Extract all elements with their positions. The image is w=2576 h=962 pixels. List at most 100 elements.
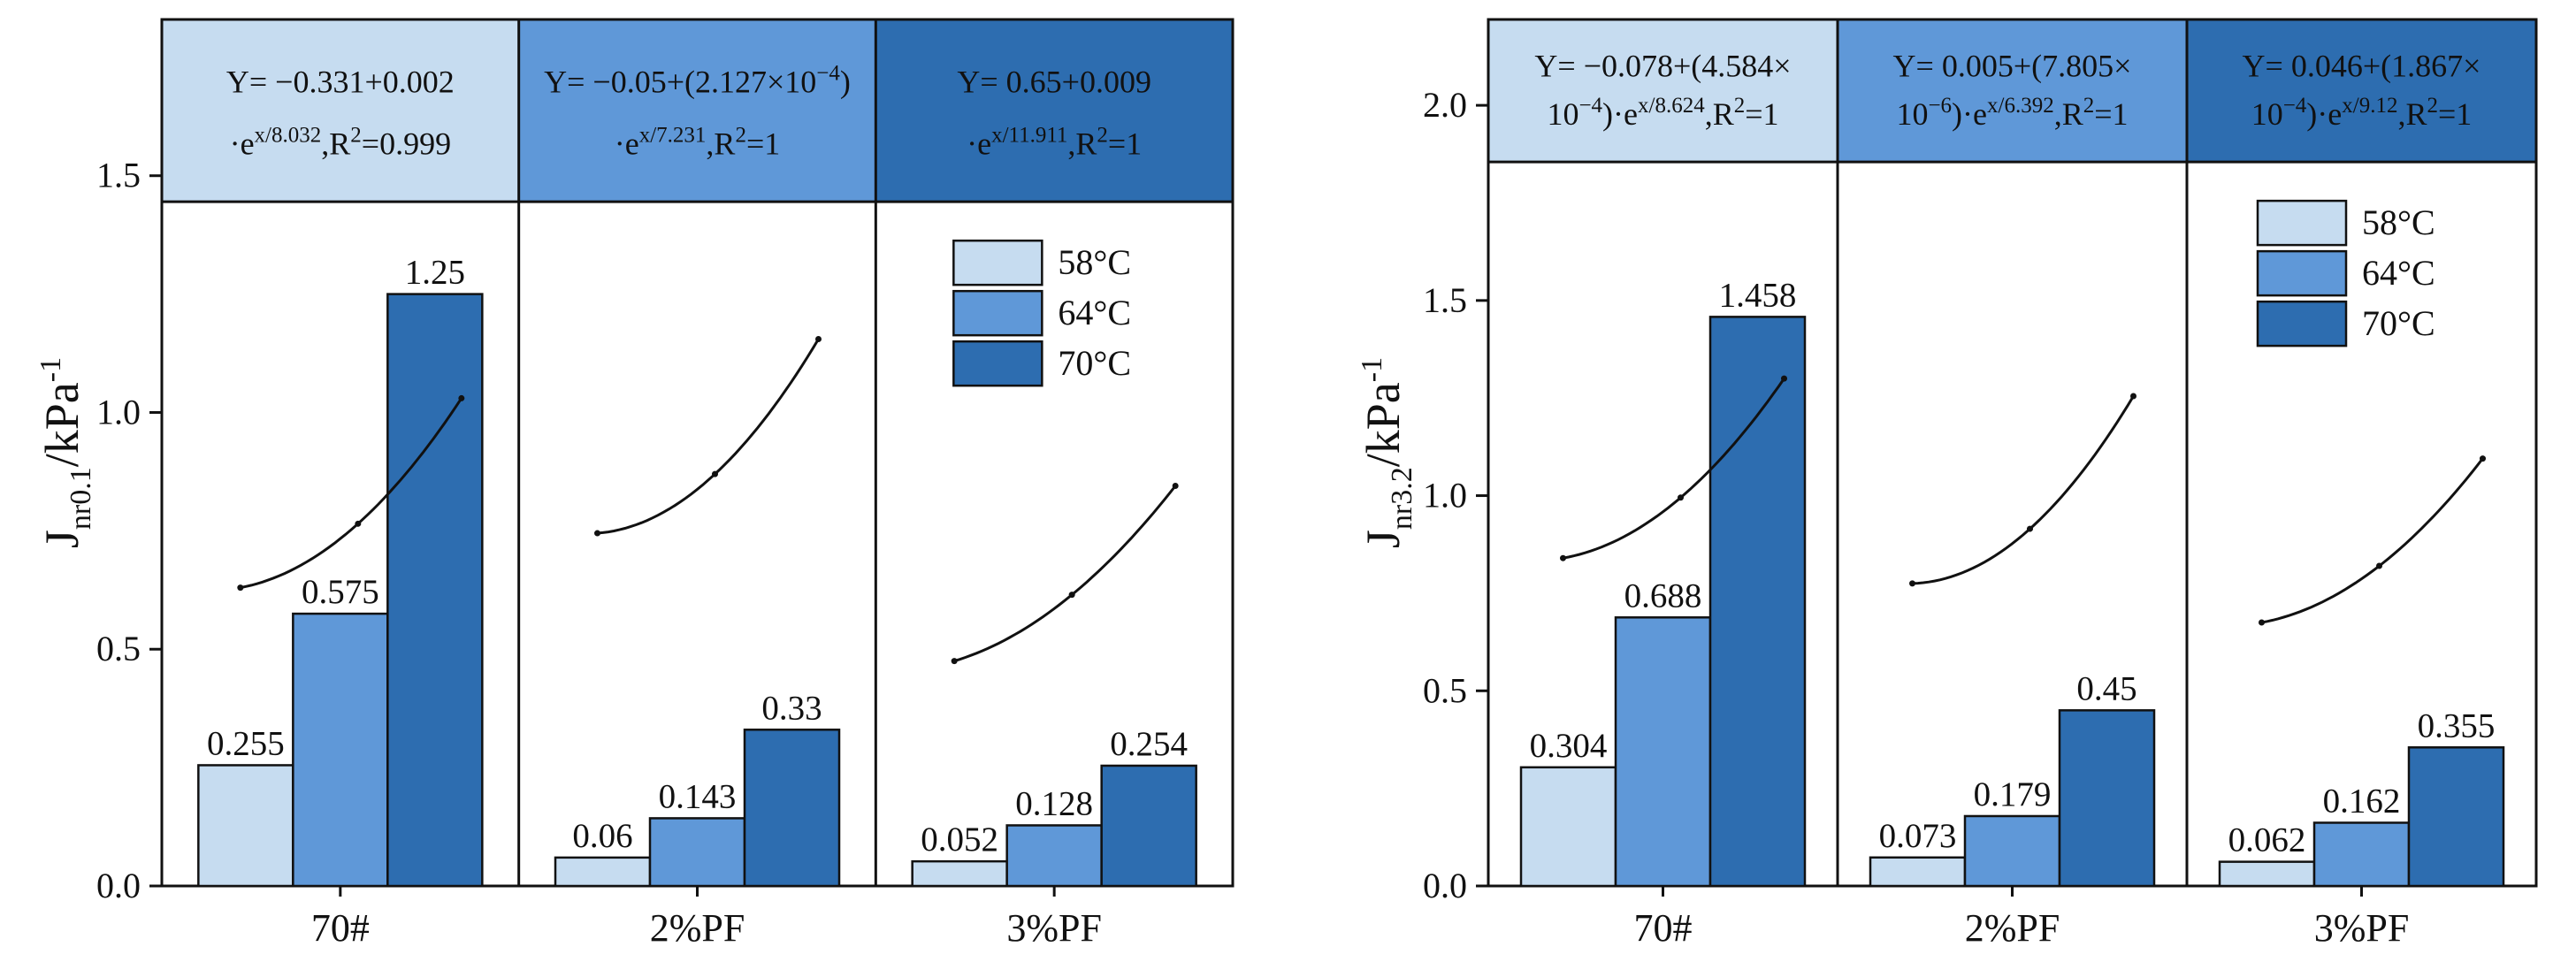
equation-line-2: ·ex/8.032,R2=0.999 xyxy=(230,124,452,162)
equation-line-1: Y= 0.005+(7.805× xyxy=(1893,48,2132,83)
legend-swatch xyxy=(952,239,1043,286)
fit-point xyxy=(1678,494,1684,501)
equation-band xyxy=(518,19,876,202)
text-span: 2 xyxy=(1097,124,1108,148)
fit-point xyxy=(815,335,822,342)
bar-data-label: 1.458 xyxy=(1719,276,1797,314)
fit-curve xyxy=(597,338,820,535)
text-span: J xyxy=(1357,530,1410,548)
text-span: 10 xyxy=(2251,96,2283,132)
legend: 58°C 64°C 70°C xyxy=(952,239,1131,387)
bar-data-label: 0.143 xyxy=(659,777,737,815)
fit-point xyxy=(458,394,465,401)
bar-data-label: 0.179 xyxy=(1974,775,2052,813)
text-span: )·e xyxy=(1952,96,1987,132)
text-span: J xyxy=(35,530,88,548)
equation-line-1: Y= 0.046+(1.867× xyxy=(2243,48,2481,83)
category-label: 2%PF xyxy=(1965,906,2060,950)
equation-line-1: Y= −0.078+(4.584× xyxy=(1534,48,1791,83)
text-span: −4 xyxy=(816,61,840,85)
legend-label: 58°C xyxy=(2362,202,2435,242)
bar xyxy=(2407,746,2505,888)
fit-curve xyxy=(953,485,1177,663)
text-span: nr3.2 xyxy=(1386,467,1418,530)
text-span: =1 xyxy=(746,126,780,162)
bar xyxy=(2312,821,2411,888)
bar xyxy=(743,729,841,888)
bar xyxy=(554,856,652,888)
equation-band xyxy=(875,19,1233,202)
text-span: Y= 0.65+0.009 xyxy=(957,64,1151,99)
y-tick-label: 0.5 xyxy=(96,629,141,668)
fit-point xyxy=(1781,375,1787,382)
text-span: 10 xyxy=(1547,96,1578,132)
text-span: /kPa xyxy=(1357,382,1410,467)
bar-data-label: 0.162 xyxy=(2323,782,2401,820)
category-label: 2%PF xyxy=(650,906,745,950)
equation-line-2: ·ex/11.911,R2=1 xyxy=(967,124,1142,162)
equation-line-1: Y= −0.331+0.002 xyxy=(226,64,455,99)
bar xyxy=(1963,814,2061,888)
text-span: ,R xyxy=(706,126,735,162)
chart-panel-1: 0.0 0.5 1.0 1.5 70# 2%PF 3%PF Jnr0.1/kPa-1 0.255… xyxy=(34,18,1234,950)
legend: 58°C 64°C 70°C xyxy=(2256,199,2435,347)
bar-data-label: 0.052 xyxy=(921,821,998,859)
bar xyxy=(292,612,389,888)
y-tick-label: 0.5 xyxy=(1423,670,1467,710)
y-axis-label: Jnr0.1/kPa-1 xyxy=(34,357,97,548)
text-span: ,R xyxy=(1067,126,1097,162)
fit-point xyxy=(1068,592,1075,599)
fit-point xyxy=(1560,554,1566,561)
y-tick-label: 1.5 xyxy=(1423,280,1467,320)
equation-line-2: 10−6)·ex/6.392,R2=1 xyxy=(1896,94,2128,132)
bar-data-label: 0.304 xyxy=(1530,727,1608,765)
text-span: x/7.231 xyxy=(639,124,707,148)
text-span: nr0.1 xyxy=(65,467,97,530)
bar-data-label: 0.06 xyxy=(572,817,632,855)
text-span: x/11.911 xyxy=(991,124,1067,148)
text-span: x/8.624 xyxy=(1638,94,1705,118)
bar-data-label: 0.062 xyxy=(2228,821,2306,859)
equation-line-1: Y= 0.65+0.009 xyxy=(957,64,1151,99)
bar-data-label: 0.688 xyxy=(1624,576,1702,615)
bar-data-label: 0.45 xyxy=(2076,669,2136,707)
legend-label: 64°C xyxy=(1058,293,1131,332)
category-label: 70# xyxy=(1634,906,1693,950)
bar xyxy=(1519,766,1617,888)
text-span: −6 xyxy=(1928,94,1952,118)
y-tick-label: 2.0 xyxy=(1423,85,1467,125)
bar xyxy=(1005,824,1103,888)
bar xyxy=(911,859,1008,888)
text-span: )·e xyxy=(2306,96,2342,132)
y-tick-label: 0.0 xyxy=(96,866,141,905)
fit-point xyxy=(2376,562,2382,569)
fit-curve xyxy=(1563,378,1785,560)
fit-point xyxy=(2480,455,2486,462)
text-span: −4 xyxy=(2283,94,2307,118)
text-span: -1 xyxy=(34,357,67,382)
category-label: 70# xyxy=(311,906,370,950)
text-span: 2 xyxy=(350,124,362,148)
fit-curve xyxy=(1912,395,2135,585)
y-tick-label: 1.0 xyxy=(1423,476,1467,515)
legend-swatch xyxy=(2256,249,2348,297)
equation-band xyxy=(1488,19,1838,163)
fit-point xyxy=(2130,393,2136,400)
text-span: /kPa xyxy=(35,382,88,467)
legend-swatch xyxy=(952,289,1043,337)
text-span: 10 xyxy=(1896,96,1928,132)
bar xyxy=(648,817,746,888)
text-span: ,R xyxy=(1705,96,1734,132)
text-span: −4 xyxy=(1578,94,1602,118)
text-span: 2 xyxy=(1734,94,1746,118)
fit-curve xyxy=(240,397,463,590)
text-span: 2 xyxy=(735,124,746,148)
equation-line-2: 10−4)·ex/9.12,R2=1 xyxy=(2251,94,2473,132)
legend-label: 70°C xyxy=(2362,303,2435,343)
legend-swatch xyxy=(952,340,1043,387)
bar xyxy=(1100,764,1197,888)
fit-point xyxy=(951,658,958,665)
bar xyxy=(1869,856,1967,888)
